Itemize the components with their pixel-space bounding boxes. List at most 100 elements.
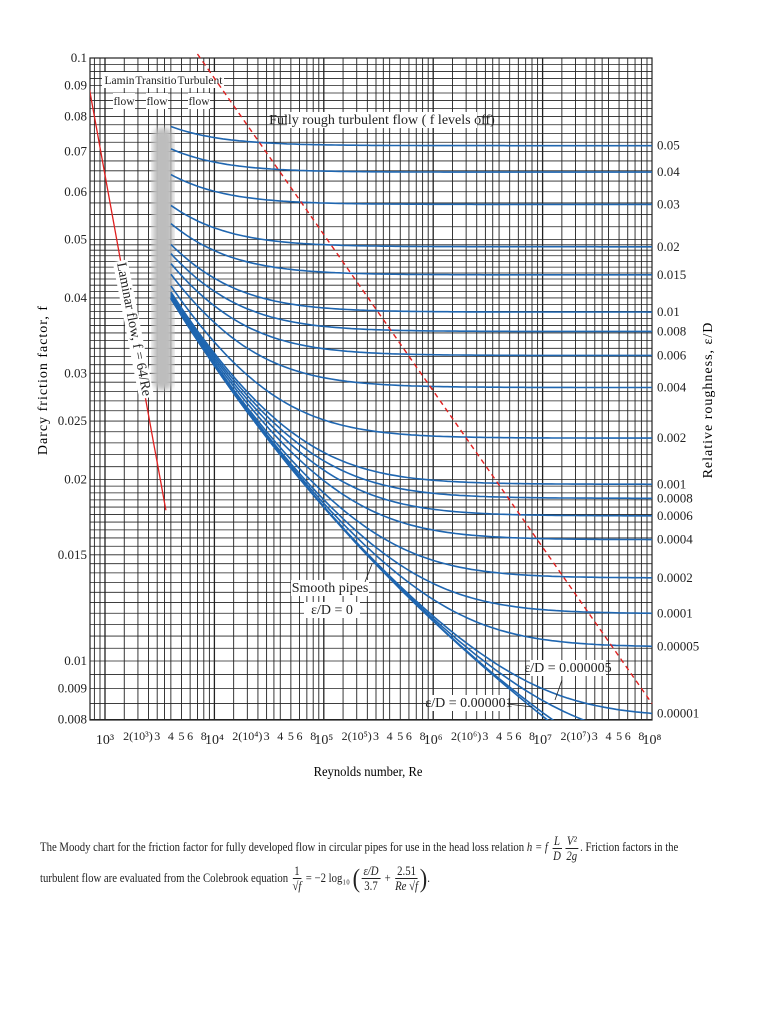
x-tick-label: 3 — [373, 729, 379, 743]
laminar-region-label-bg — [113, 93, 135, 109]
y-axis-right-label: Relative roughness, ε/D — [701, 322, 716, 479]
y-tick-label: 0.06 — [64, 184, 87, 199]
curve-ed-0.006 — [170, 263, 652, 357]
roughness-label: 0.0002 — [657, 570, 693, 585]
turbulent-region-label: flow — [188, 96, 210, 108]
x-tick-label: 8 — [201, 729, 207, 743]
smooth-pipes-arrow — [364, 563, 373, 583]
x-tick-label: 3 — [592, 729, 598, 743]
curve-ed-0.001 — [170, 291, 652, 486]
x-tick-label: 2(10⁴) — [232, 729, 262, 743]
fraction-251-resqrtf: 2.51 Re √f — [395, 864, 418, 893]
numerator: 2.51 — [395, 864, 418, 880]
x-axis-label: Reynolds number, Re — [314, 763, 423, 779]
curve-ed-0.0002 — [170, 296, 652, 579]
x-tick-label: 5 — [288, 729, 294, 743]
curve-ed-0.0008 — [170, 292, 652, 500]
plot-frame — [89, 57, 653, 721]
laminar-line-label-bg — [112, 259, 155, 400]
caption-line-1: The Moody chart for the friction factor … — [40, 832, 678, 863]
y-tick-label: 0.009 — [58, 681, 87, 696]
roughness-label: 0.03 — [657, 196, 680, 211]
x-tick-label: 3 — [264, 729, 270, 743]
roughness-label: 0.006 — [657, 347, 687, 362]
transitional-region-label-bg — [146, 93, 168, 109]
transitional-region-label: flow — [146, 96, 168, 108]
x-tick-label: 10³ — [96, 733, 114, 748]
curve-ed-0.05 — [170, 125, 652, 147]
curve-ed-0.002 — [170, 285, 652, 439]
denominator: 2g — [566, 848, 578, 863]
x-tick-label: 8 — [310, 729, 316, 743]
roughness-label: 0.01 — [657, 304, 680, 319]
roughness-label: 0.05 — [657, 138, 680, 153]
figure-caption: The Moody chart for the friction factor … — [40, 832, 678, 894]
y-tick-label: 0.05 — [64, 232, 87, 247]
roughness-label: 0.02 — [657, 239, 680, 254]
curve-ed-0.0006 — [170, 294, 652, 517]
x-tick-label: 10⁴ — [205, 733, 224, 748]
y-tick-label: 0.07 — [64, 143, 87, 158]
laminar-line-label: Laminar flow, f = 64/Re — [113, 261, 154, 397]
fully-rough-label-bg — [287, 112, 477, 128]
grid — [89, 57, 653, 721]
curve-ed-0.00005 — [170, 297, 652, 648]
fraction-v2-2g: V² 2g — [565, 833, 579, 863]
turbulent-region-label: Turbulent — [178, 75, 224, 87]
x-tick-label: 10⁷ — [533, 733, 552, 748]
y-axis-label: Darcy friction factor, f — [36, 305, 51, 455]
caption-line-2: turbulent flow are evaluated from the Co… — [40, 863, 430, 894]
x-tick-label: 8 — [638, 729, 644, 743]
denominator: Re √f — [395, 879, 419, 894]
curve-ed-0.01 — [170, 243, 652, 313]
x-tick-label: 3 — [482, 729, 488, 743]
roughness-label: 0.015 — [657, 267, 686, 282]
roughness-label: 0.04 — [657, 164, 680, 179]
roughness-label: 0.0001 — [657, 605, 693, 620]
x-tick-label: 6 — [406, 729, 412, 743]
y-tick-label: 0.08 — [64, 108, 87, 123]
smooth-pipes-label: ε/D = 0 — [311, 603, 353, 618]
x-tick-label: 10⁸ — [643, 733, 662, 748]
turbulent-region-label-bg — [176, 72, 224, 88]
fully-rough-boundary-line — [196, 53, 653, 704]
x-tick-label: 2(10⁵) — [342, 729, 372, 743]
moody-chart: 0.10.090.080.070.060.050.040.030.0250.02… — [36, 50, 716, 779]
numerator: V² — [565, 833, 579, 849]
plus: + — [381, 870, 394, 885]
curve-ed-0.04 — [170, 148, 652, 173]
x-tick-label: 4 — [277, 729, 283, 743]
smooth-pipes-label: Smooth pipes — [292, 581, 369, 596]
x-tick-label: 2(10⁷) — [560, 729, 590, 743]
denominator: √f — [292, 879, 302, 894]
ed-000005-arrow — [554, 679, 563, 701]
smooth-pipes-label-bg — [304, 602, 360, 618]
x-tick-label: 5 — [397, 729, 403, 743]
x-tick-label: 10⁵ — [314, 733, 333, 748]
y-tick-label: 0.02 — [64, 471, 87, 486]
x-tick-label: 5 — [178, 729, 184, 743]
y-tick-label: 0.025 — [58, 413, 87, 428]
x-tick-label: 4 — [605, 729, 611, 743]
x-tick-label: 6 — [625, 729, 631, 743]
roughness-label: 0.002 — [657, 430, 686, 445]
x-tick-label: 5 — [616, 729, 622, 743]
x-tick-label: 4 — [496, 729, 502, 743]
head-loss-eq: h = f — [526, 840, 548, 854]
ed-000001-arrow — [507, 703, 533, 708]
smooth-pipes-label-bg — [291, 580, 369, 596]
period: . — [427, 870, 430, 885]
numerator: L — [552, 833, 562, 849]
y-tick-label: 0.03 — [64, 365, 87, 380]
roughness-label: 0.0006 — [657, 508, 693, 523]
laminar-region-label: Laminar — [105, 75, 144, 87]
y-tick-label: 0.09 — [64, 78, 87, 93]
x-tick-label: 2(10⁶) — [451, 729, 481, 743]
ed-000005-label-bg — [530, 660, 606, 676]
fraction-1-sqrtf: 1 √f — [292, 864, 301, 893]
ed-000005-label: ε/D = 0.000005 — [524, 661, 611, 676]
curve-ed-smooth — [170, 298, 549, 720]
x-tick-label: 4 — [387, 729, 393, 743]
x-tick-label: 3 — [154, 729, 160, 743]
